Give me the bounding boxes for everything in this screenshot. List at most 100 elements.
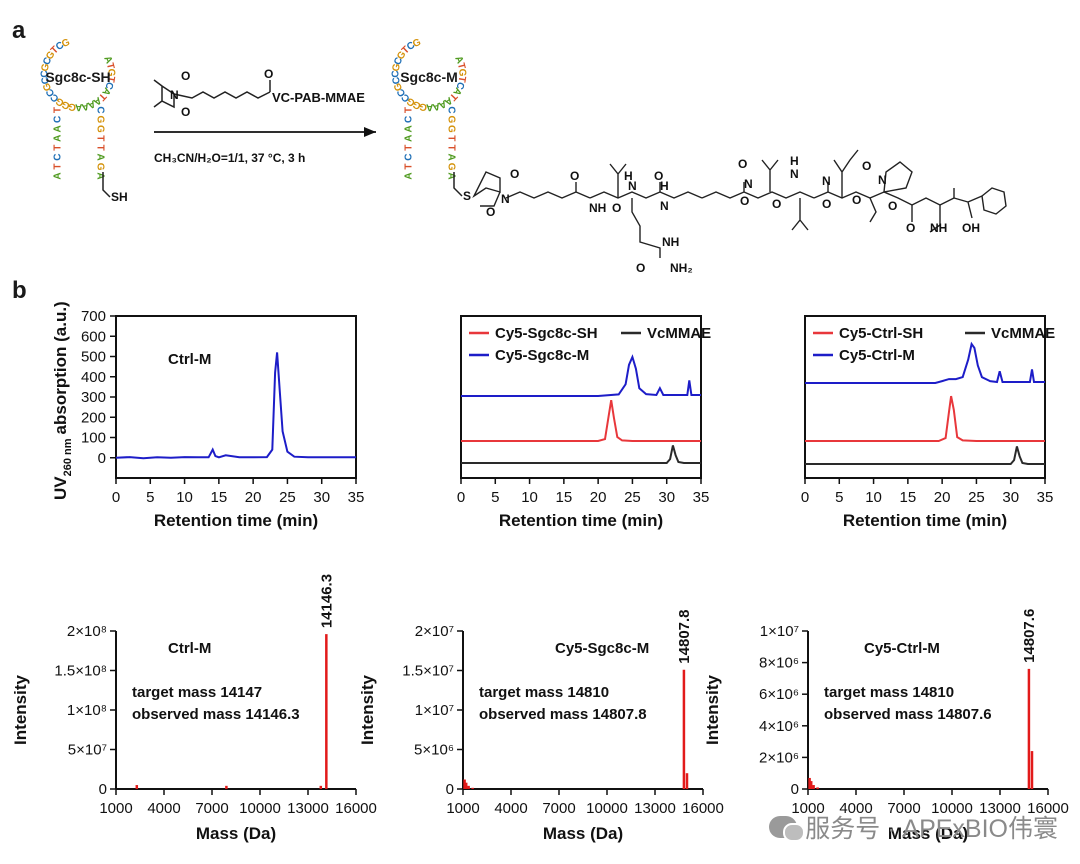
legend-label: Cy5-Ctrl-M xyxy=(839,347,915,364)
x-tick-label: 4000 xyxy=(839,800,872,817)
nucleotide: G xyxy=(94,125,105,133)
series-line xyxy=(461,399,701,442)
x-tick-label: 20 xyxy=(245,489,262,506)
y-tick-label: 5×10⁷ xyxy=(68,742,107,759)
x-tick-label: 16000 xyxy=(335,800,377,817)
nucleotide: G xyxy=(418,100,428,112)
atom-o-p6: O xyxy=(636,261,645,275)
series-line xyxy=(805,341,1045,384)
y-tick-label: 600 xyxy=(81,328,106,345)
nucleotide: C xyxy=(404,153,415,160)
x-tick-label: 35 xyxy=(1037,489,1054,506)
nucleotide: G xyxy=(411,98,423,111)
atom-o-2: O xyxy=(181,105,190,119)
nucleotide: G xyxy=(67,100,77,112)
nucleotide: G xyxy=(60,37,72,50)
nucleotide: C xyxy=(53,116,64,123)
x-tick-label: 15 xyxy=(900,489,917,506)
chart-title: Ctrl-M xyxy=(168,351,211,368)
nucleotide: G xyxy=(411,37,423,50)
x-tick-label: 16000 xyxy=(1027,800,1069,817)
x-tick-label: 10000 xyxy=(931,800,973,817)
x-tick-label: 1000 xyxy=(446,800,479,817)
x-tick-label: 20 xyxy=(590,489,607,506)
y-axis-label: Intensity xyxy=(358,675,377,745)
legend-label: Cy5-Sgc8c-M xyxy=(495,347,589,364)
thiol-linker xyxy=(102,172,111,198)
nucleotide: G xyxy=(456,69,467,77)
x-tick-label: 35 xyxy=(348,489,365,506)
nucleotide: C xyxy=(392,56,405,67)
nucleotide: T xyxy=(53,145,64,151)
reagent-label: VC-PAB-MMAE xyxy=(272,90,365,105)
atom-nh-p3: NH xyxy=(930,221,947,235)
nucleotide: A xyxy=(53,135,64,142)
x-tick-label: 20 xyxy=(934,489,951,506)
atom-n-p6: N xyxy=(822,174,831,188)
nucleotide: T xyxy=(404,107,415,113)
plot-frame xyxy=(804,315,1046,479)
y-tick-label: 0 xyxy=(446,781,454,798)
x-tick-label: 25 xyxy=(624,489,641,506)
y-tick-label: 0 xyxy=(98,450,106,467)
hplc-chart-cy5-sgc8c: 0 5 10 15 20 25 30 35 Retention time (min) Cy5-Sg… xyxy=(457,315,711,530)
nucleotide: A xyxy=(99,85,112,97)
nucleotide: T xyxy=(447,91,459,103)
observed-mass-label: observed mass 14807.6 xyxy=(824,706,992,723)
x-tick-label: 13000 xyxy=(979,800,1021,817)
peak-label: 14807.8 xyxy=(676,609,693,663)
nucleotide: C xyxy=(404,116,415,123)
x-tick-label: 10 xyxy=(521,489,538,506)
nucleotide: A xyxy=(437,97,448,110)
atom-h-p1: H xyxy=(624,169,633,183)
x-tick-label: 5 xyxy=(835,489,843,506)
ms-chart-ctrl-m: 1000 4000 7000 10000 13000 16000 0 5×10⁷ 1×10⁸ 1.… xyxy=(11,574,377,843)
y-tick-label: 1×10⁸ xyxy=(67,702,107,719)
atom-n-p3: N xyxy=(660,199,669,213)
x-tick-label: 25 xyxy=(968,489,985,506)
observed-mass-label: observed mass 14146.3 xyxy=(132,706,300,723)
x-tick-label: 10000 xyxy=(586,800,628,817)
y-tick-label: 500 xyxy=(81,349,106,366)
x-tick-label: 4000 xyxy=(494,800,527,817)
y-axis-label: Intensity xyxy=(11,675,30,745)
y-tick-label: 300 xyxy=(81,389,106,406)
series-line xyxy=(461,445,701,464)
peak-label: 14807.6 xyxy=(1021,609,1038,663)
chart-title: Ctrl-M xyxy=(168,640,211,657)
nucleotide: C xyxy=(53,153,64,160)
atom-o-3: O xyxy=(264,67,273,81)
nucleotide: G xyxy=(392,81,405,93)
y-tick-label: 1×10⁷ xyxy=(415,702,454,719)
nucleotide: A xyxy=(53,172,64,179)
x-tick-label: 7000 xyxy=(195,800,228,817)
nucleotide: C xyxy=(40,76,52,85)
x-tick-label: 13000 xyxy=(634,800,676,817)
nucleotide: G xyxy=(105,69,116,77)
atom-n-p5: N xyxy=(744,177,753,191)
series-line xyxy=(461,354,701,397)
hplc-chart-ctrl-m: 0 5 10 15 20 25 30 35 Retention time (min) 0 100 20… xyxy=(81,308,364,530)
y-tick-label: 1.5×10⁷ xyxy=(402,663,454,680)
series-line xyxy=(805,395,1045,442)
y-tick-label: 2×10⁶ xyxy=(759,749,799,766)
nucleotide: T xyxy=(105,75,117,83)
nucleotide: A xyxy=(426,101,433,112)
x-tick-label: 4000 xyxy=(147,800,180,817)
nucleotide: G xyxy=(40,62,52,72)
x-axis-label: Mass (Da) xyxy=(888,824,968,843)
nucleotide: T xyxy=(456,75,468,83)
atom-o-p10: O xyxy=(822,197,831,211)
ms-chart-cy5-ctrl-m: 1000 4000 7000 10000 13000 16000 0 2×10⁶ 4×10⁶ 6×… xyxy=(703,609,1069,843)
legend-label: Cy5-Ctrl-SH xyxy=(839,325,923,342)
reaction-conditions: CH₃CN/H₂O=1/1, 37 °C, 3 h xyxy=(154,151,305,165)
atom-s: S xyxy=(463,189,471,203)
nucleotide: C xyxy=(445,106,456,113)
nucleotide: A xyxy=(450,85,463,97)
thiol-label: SH xyxy=(111,190,128,204)
nucleotide: A xyxy=(101,54,114,65)
series-line xyxy=(805,446,1045,465)
x-tick-label: 16000 xyxy=(682,800,724,817)
nucleotide: G xyxy=(445,125,456,133)
